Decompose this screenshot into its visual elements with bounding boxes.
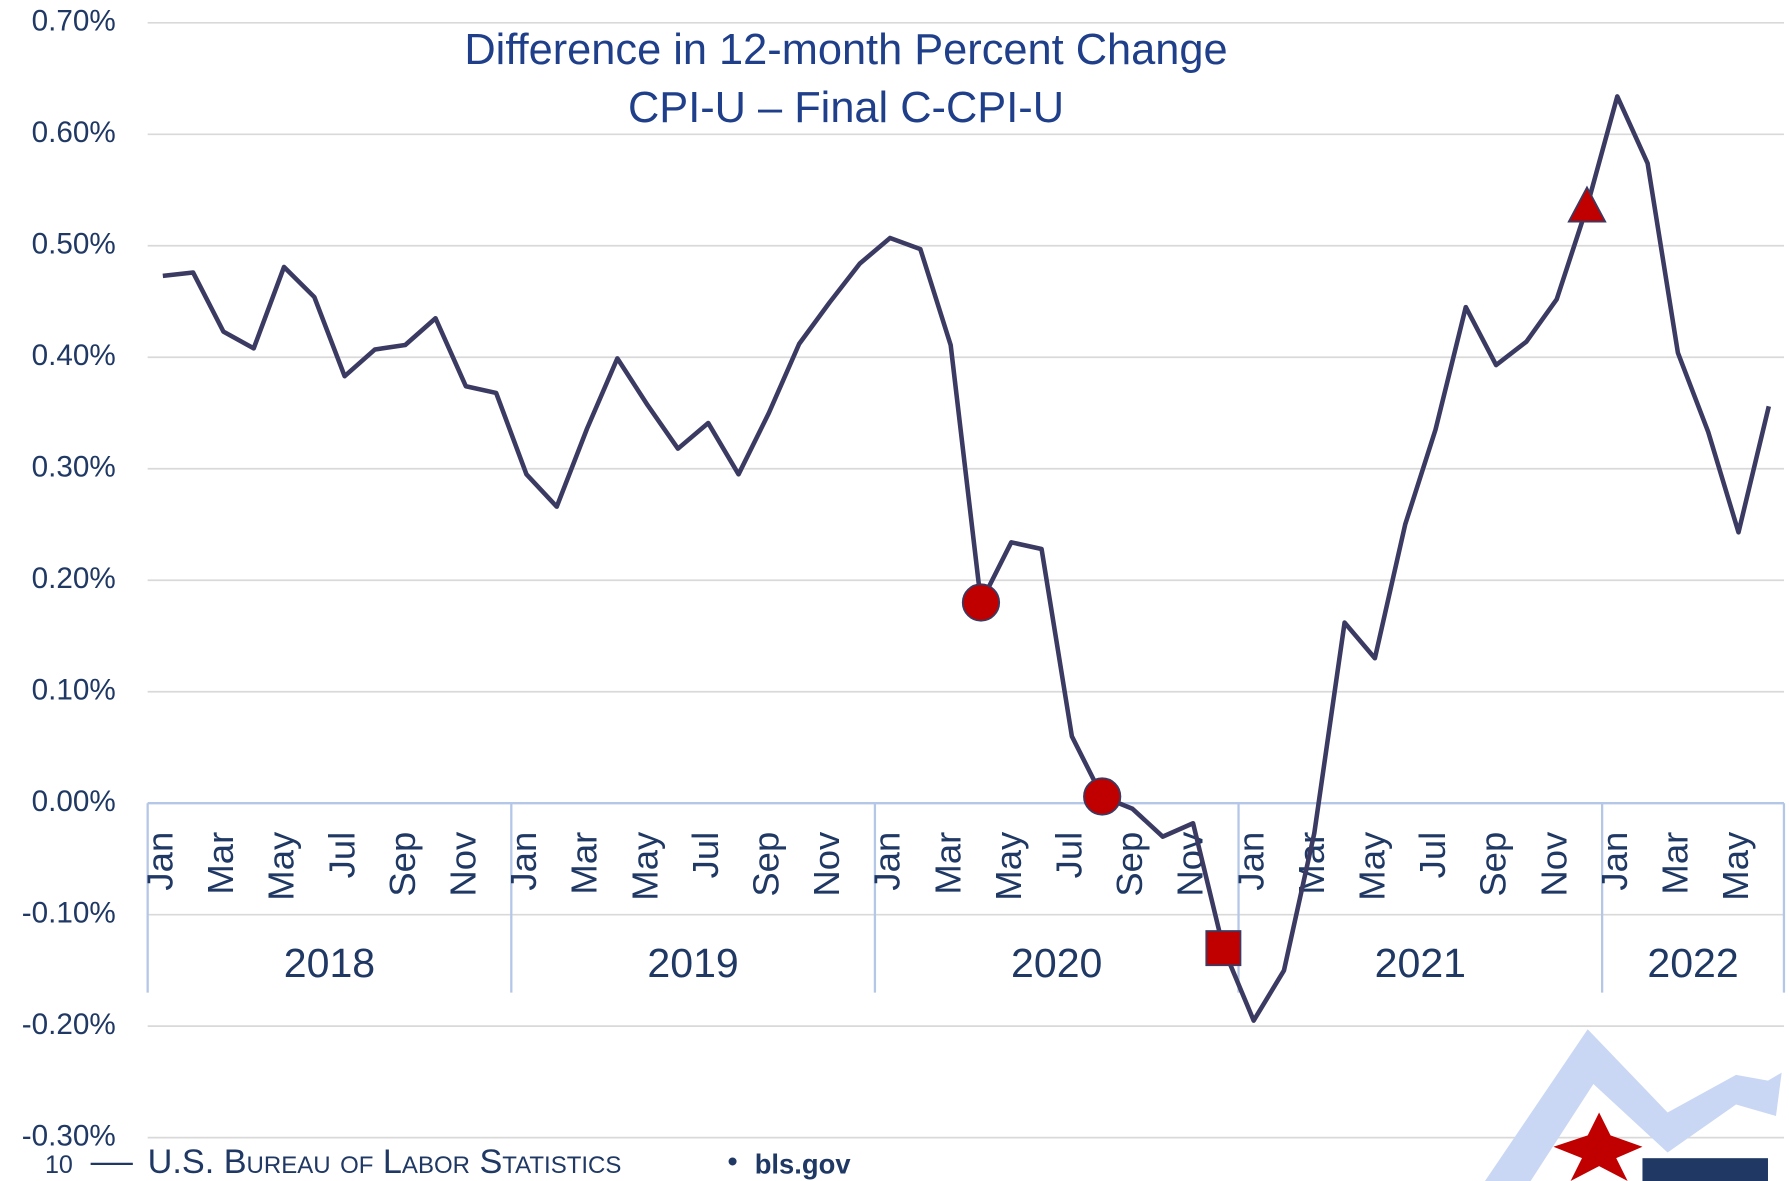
x-tick-label: Mar bbox=[1655, 832, 1696, 895]
logo-star bbox=[1553, 1112, 1643, 1181]
x-tick-label: Mar bbox=[200, 832, 241, 895]
x-tick-label: Sep bbox=[745, 832, 786, 897]
x-group-label: 2020 bbox=[1011, 940, 1102, 986]
x-tick-label: Nov bbox=[806, 831, 847, 897]
chart-title: CPI-U – Final C-CPI-U bbox=[628, 84, 1064, 132]
x-group-label: 2022 bbox=[1647, 940, 1738, 986]
y-tick-label: 0.30% bbox=[32, 451, 116, 484]
x-group-label: 2019 bbox=[647, 940, 738, 986]
y-tick-label: 0.20% bbox=[32, 562, 116, 595]
footer-site: bls.gov bbox=[755, 1148, 852, 1179]
x-tick-label: Jan bbox=[139, 832, 180, 891]
x-tick-label: Mar bbox=[564, 832, 605, 895]
y-tick-label: 0.70% bbox=[32, 5, 116, 38]
x-tick-label: Jul bbox=[1049, 832, 1090, 879]
x-tick-label: Jan bbox=[1230, 832, 1271, 891]
x-tick-label: Nov bbox=[442, 831, 483, 897]
x-tick-label: Mar bbox=[927, 832, 968, 895]
x-tick-label: May bbox=[1352, 831, 1393, 901]
x-tick-label: Jan bbox=[503, 832, 544, 891]
y-tick-label: 0.50% bbox=[32, 228, 116, 261]
page-number: 10 bbox=[45, 1151, 73, 1179]
marker-square bbox=[1205, 930, 1242, 967]
logo-text-block bbox=[1642, 1158, 1768, 1181]
marker-circle bbox=[1083, 777, 1122, 816]
y-tick-label: 0.00% bbox=[32, 785, 116, 818]
logo-arrow bbox=[1485, 1029, 1782, 1181]
x-tick-label: May bbox=[988, 831, 1029, 901]
data-line bbox=[162, 94, 1772, 1023]
y-tick-label: -0.30% bbox=[22, 1119, 116, 1152]
chart-title: Difference in 12-month Percent Change bbox=[464, 26, 1227, 74]
x-tick-label: May bbox=[624, 831, 665, 901]
marker-circle bbox=[961, 583, 1001, 622]
y-tick-label: 0.60% bbox=[32, 116, 116, 149]
y-tick-label: 0.40% bbox=[32, 339, 116, 372]
footer-agency: U.S. Bureau of Labor Statistics bbox=[148, 1143, 622, 1181]
x-tick-label: Sep bbox=[382, 832, 423, 897]
x-tick-label: May bbox=[1715, 831, 1756, 901]
marker-triangle bbox=[1567, 185, 1607, 223]
y-tick-label: -0.10% bbox=[22, 897, 116, 930]
y-tick-label: 0.10% bbox=[32, 674, 116, 707]
x-group-label: 2018 bbox=[284, 940, 375, 986]
x-group-label: 2021 bbox=[1375, 940, 1466, 986]
footer-dot: • bbox=[727, 1146, 737, 1179]
x-tick-label: Jan bbox=[867, 832, 908, 891]
x-tick-label: Sep bbox=[1473, 832, 1514, 897]
x-tick-label: Jul bbox=[685, 832, 726, 879]
y-tick-label: -0.20% bbox=[22, 1008, 116, 1041]
x-tick-label: Jan bbox=[1594, 832, 1635, 891]
x-tick-label: Jul bbox=[1412, 832, 1453, 879]
x-tick-label: May bbox=[261, 831, 302, 901]
x-tick-label: Nov bbox=[1533, 831, 1574, 897]
x-tick-label: Sep bbox=[1109, 832, 1150, 897]
x-tick-label: Jul bbox=[321, 832, 362, 879]
logo bbox=[1485, 1029, 1782, 1181]
